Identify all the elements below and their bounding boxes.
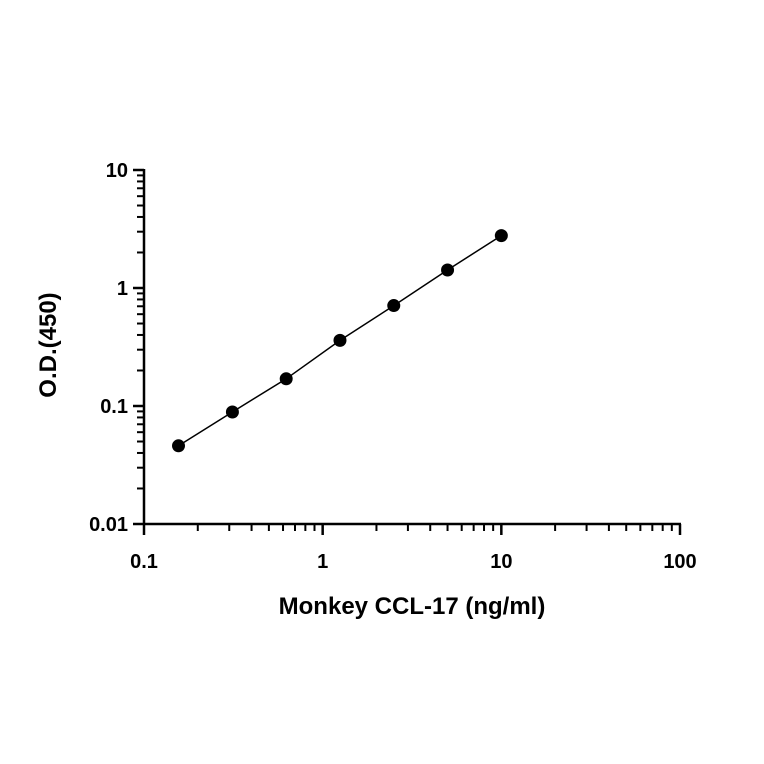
data-point — [494, 229, 508, 243]
x-axis-tick-labels: 0.1 1 10 100 — [130, 551, 697, 573]
y-axis-major-ticks — [133, 168, 144, 526]
y-axis-tick-labels: 0.01 0.1 1 10 — [89, 160, 128, 536]
data-point — [225, 405, 239, 419]
x-tick-label: 0.1 — [130, 551, 158, 573]
y-tick-label: 1 — [117, 278, 128, 300]
x-tick-label: 1 — [317, 551, 328, 573]
y-axis-title: O.D.(450) — [35, 292, 62, 397]
data-point — [441, 263, 455, 277]
x-axis-title: Monkey CCL-17 (ng/ml) — [279, 593, 546, 620]
data-point — [333, 333, 347, 347]
x-axis-major-ticks — [142, 524, 682, 535]
data-point — [279, 372, 293, 386]
y-tick-label: 0.01 — [89, 514, 128, 536]
x-tick-label: 10 — [490, 551, 512, 573]
x-tick-label: 100 — [663, 551, 696, 573]
y-tick-label: 0.1 — [100, 396, 128, 418]
data-point — [172, 439, 186, 453]
data-points — [172, 229, 508, 453]
y-tick-label: 10 — [106, 160, 128, 182]
data-point — [387, 299, 401, 313]
